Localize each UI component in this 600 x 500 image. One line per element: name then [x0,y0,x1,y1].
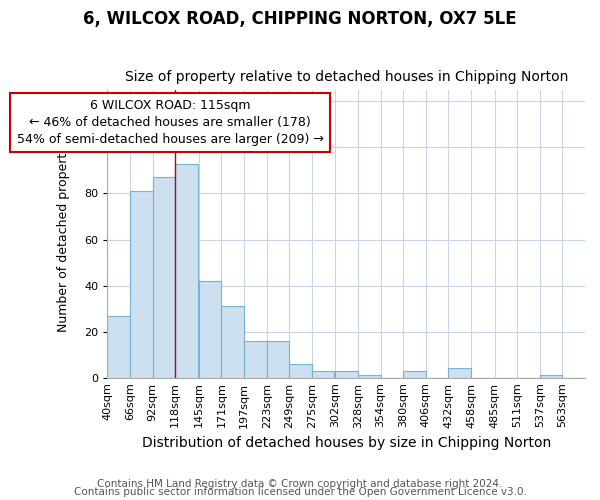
Bar [107,316,130,378]
Bar [540,376,562,378]
Bar [335,371,358,378]
X-axis label: Distribution of detached houses by size in Chipping Norton: Distribution of detached houses by size … [142,436,551,450]
Bar [130,191,152,378]
Bar [448,368,471,378]
Bar [221,306,244,378]
Bar [266,341,289,378]
Bar [175,164,198,378]
Bar [312,371,334,378]
Bar [199,281,221,378]
Bar [244,341,266,378]
Bar [152,178,175,378]
Text: Contains public sector information licensed under the Open Government Licence v3: Contains public sector information licen… [74,487,526,497]
Bar [358,376,380,378]
Bar [289,364,312,378]
Text: Contains HM Land Registry data © Crown copyright and database right 2024.: Contains HM Land Registry data © Crown c… [97,479,503,489]
Text: 6, WILCOX ROAD, CHIPPING NORTON, OX7 5LE: 6, WILCOX ROAD, CHIPPING NORTON, OX7 5LE [83,10,517,28]
Bar [403,371,426,378]
Y-axis label: Number of detached properties: Number of detached properties [58,136,70,332]
Text: 6 WILCOX ROAD: 115sqm
← 46% of detached houses are smaller (178)
54% of semi-det: 6 WILCOX ROAD: 115sqm ← 46% of detached … [17,99,323,146]
Title: Size of property relative to detached houses in Chipping Norton: Size of property relative to detached ho… [125,70,568,85]
